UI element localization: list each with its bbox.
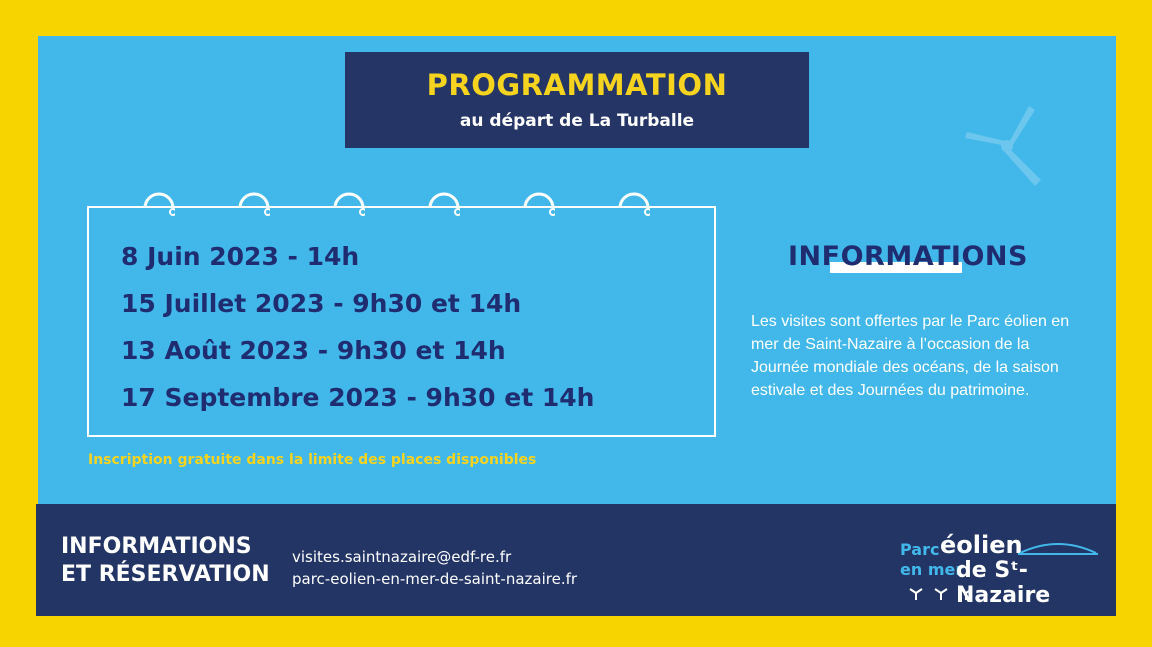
reservation-heading-line2: ET RÉSERVATION xyxy=(61,562,270,587)
title-banner xyxy=(345,52,809,148)
registration-note: Inscription gratuite dans la limite des … xyxy=(88,452,537,468)
turbine-logo-icon xyxy=(909,588,973,600)
date-item: 17 Septembre 2023 - 9h30 et 14h xyxy=(121,383,595,412)
calendar-ring-icon xyxy=(143,192,175,216)
date-item: 13 Août 2023 - 9h30 et 14h xyxy=(121,336,506,365)
informations-heading: INFORMATIONS xyxy=(788,241,1028,272)
contact-block: visites.saintnazaire@edf-re.fr parc-eoli… xyxy=(292,546,577,590)
bridge-icon xyxy=(1018,543,1098,555)
email-link[interactable]: visites.saintnazaire@edf-re.fr xyxy=(292,548,512,566)
page-title: PROGRAMMATION xyxy=(426,68,728,102)
informations-text: Les visites sont offertes par le Parc éo… xyxy=(751,313,1070,399)
calendar-ring-icon xyxy=(428,192,460,216)
calendar-ring-icon xyxy=(333,192,365,216)
calendar-frame xyxy=(87,206,716,437)
calendar-ring-icon xyxy=(523,192,555,216)
heading-highlight xyxy=(830,262,962,273)
page-subtitle: au départ de La Turballe xyxy=(459,111,695,131)
calendar-ring-icon xyxy=(238,192,270,216)
logo-word-parc: Parc xyxy=(900,540,940,559)
date-item: 15 Juillet 2023 - 9h30 et 14h xyxy=(121,289,522,318)
brand-logo: Parc éolien en mer de Sᵗ-Nazaire xyxy=(900,531,1100,608)
reservation-heading-line1: INFORMATIONS xyxy=(61,534,252,559)
logo-word-nazaire: de Sᵗ-Nazaire xyxy=(956,558,1051,608)
calendar-ring-icon xyxy=(618,192,650,216)
date-list: 8 Juin 2023 - 14h 15 Juillet 2023 - 9h30… xyxy=(121,238,594,426)
website-link[interactable]: parc-eolien-en-mer-de-saint-nazaire.fr xyxy=(292,570,578,588)
wind-turbine-icon xyxy=(965,106,1041,186)
logo-word-en-mer: en mer xyxy=(900,560,964,579)
reservation-heading: INFORMATIONS ET RÉSERVATION xyxy=(61,533,270,589)
date-item: 8 Juin 2023 - 14h xyxy=(121,242,360,271)
footer-band xyxy=(36,504,1116,616)
logo-word-eolien: éolien xyxy=(940,531,1023,559)
